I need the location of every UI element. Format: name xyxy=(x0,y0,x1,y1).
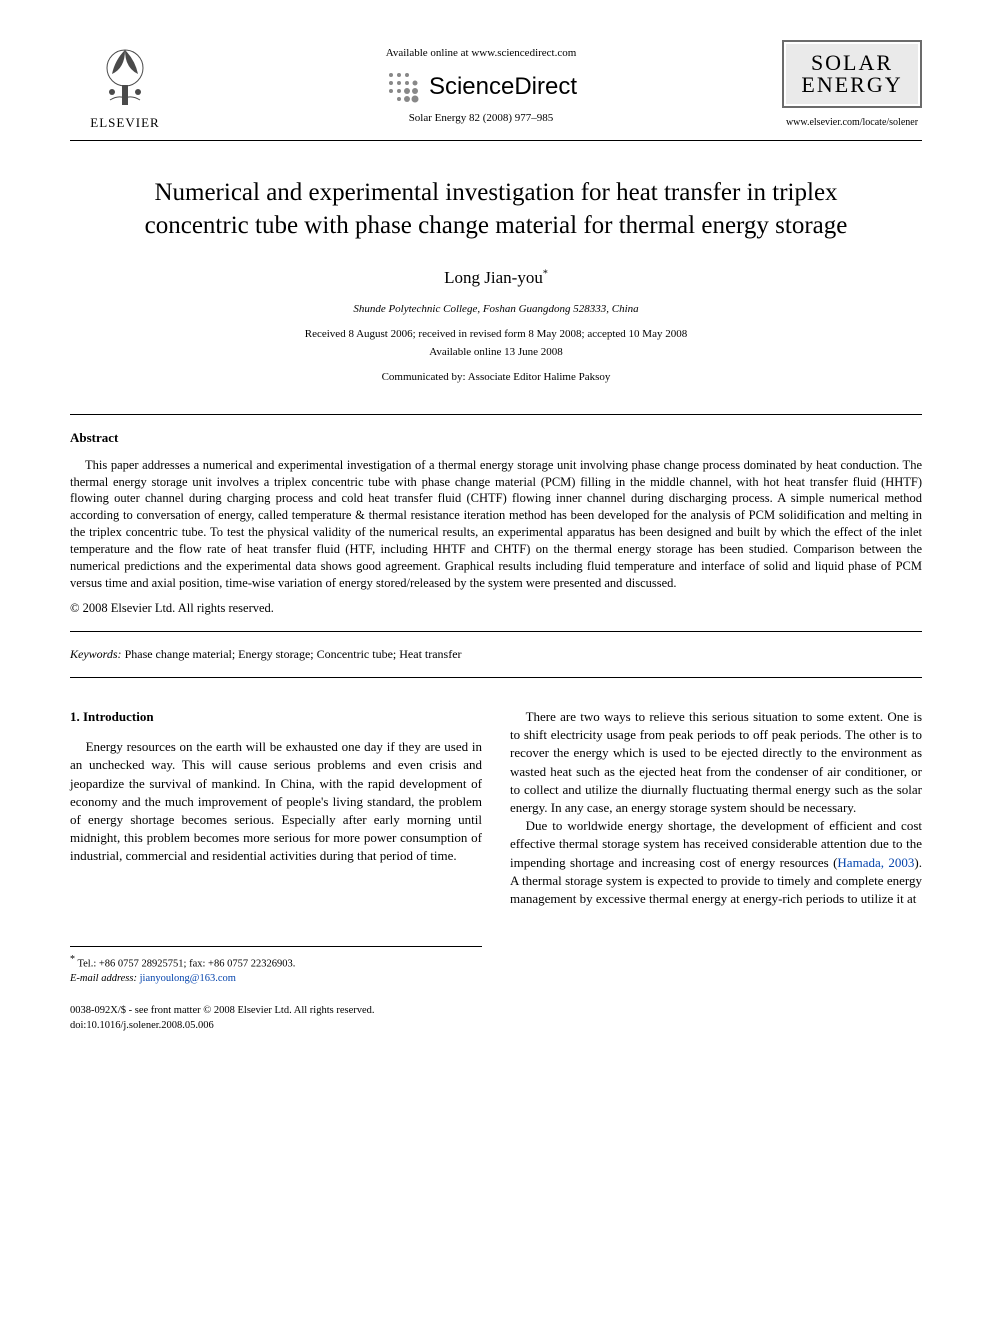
footnote-email-line: E-mail address: jianyoulong@163.com xyxy=(70,972,482,987)
author-line: Long Jian-you* xyxy=(70,266,922,290)
publisher-logo-block: ELSEVIER xyxy=(70,40,180,132)
keywords-text: Phase change material; Energy storage; C… xyxy=(122,647,462,661)
right-column: There are two ways to relieve this serio… xyxy=(510,708,922,1034)
abstract-copyright: © 2008 Elsevier Ltd. All rights reserved… xyxy=(70,600,922,618)
sciencedirect-brand: ScienceDirect xyxy=(180,69,782,103)
abstract-heading: Abstract xyxy=(70,429,922,447)
keywords-line: Keywords: Phase change material; Energy … xyxy=(70,646,922,678)
affiliation: Shunde Polytechnic College, Foshan Guang… xyxy=(70,302,922,317)
intro-paragraph-2: There are two ways to relieve this serio… xyxy=(510,708,922,817)
elsevier-label: ELSEVIER xyxy=(90,114,159,132)
front-matter-line: 0038-092X/$ - see front matter © 2008 El… xyxy=(70,1004,482,1019)
journal-logo-line1: SOLAR xyxy=(792,52,912,74)
corresponding-marker: * xyxy=(543,269,548,280)
journal-logo-line2: ENERGY xyxy=(792,74,912,96)
footnote-telfax: * Tel.: +86 0757 28925751; fax: +86 0757… xyxy=(70,953,482,972)
available-online-text: Available online at www.sciencedirect.co… xyxy=(180,46,782,61)
body-columns: 1. Introduction Energy resources on the … xyxy=(70,708,922,1034)
left-column: 1. Introduction Energy resources on the … xyxy=(70,708,482,1034)
footnote-email-link[interactable]: jianyoulong@163.com xyxy=(140,973,236,984)
available-online-date: Available online 13 June 2008 xyxy=(70,345,922,360)
communicated-by: Communicated by: Associate Editor Halime… xyxy=(70,370,922,385)
doi-line: doi:10.1016/j.solener.2008.05.006 xyxy=(70,1019,482,1034)
citation-hamada-2003[interactable]: Hamada, 2003 xyxy=(837,855,914,870)
elsevier-tree-icon xyxy=(90,40,160,110)
article-title: Numerical and experimental investigation… xyxy=(110,177,882,242)
footnote-email-label: E-mail address: xyxy=(70,973,137,984)
sciencedirect-dots-icon xyxy=(385,69,419,103)
journal-logo: SOLAR ENERGY xyxy=(782,40,922,108)
author-name: Long Jian-you xyxy=(444,268,543,287)
page-header: ELSEVIER Available online at www.science… xyxy=(70,40,922,141)
received-dates: Received 8 August 2006; received in revi… xyxy=(70,327,922,342)
journal-url: www.elsevier.com/locate/solener xyxy=(782,116,922,130)
abstract-section: Abstract This paper addresses a numerica… xyxy=(70,414,922,633)
intro-paragraph-1: Energy resources on the earth will be ex… xyxy=(70,738,482,865)
journal-logo-block: SOLAR ENERGY www.elsevier.com/locate/sol… xyxy=(782,40,922,130)
sciencedirect-label: ScienceDirect xyxy=(429,70,577,104)
journal-reference: Solar Energy 82 (2008) 977–985 xyxy=(180,111,782,126)
keywords-label: Keywords: xyxy=(70,647,122,661)
doi-footer: 0038-092X/$ - see front matter © 2008 El… xyxy=(70,1004,482,1033)
footnote-telfax-text: Tel.: +86 0757 28925751; fax: +86 0757 2… xyxy=(77,958,295,969)
corresponding-footnote: * Tel.: +86 0757 28925751; fax: +86 0757… xyxy=(70,946,482,987)
section-1-heading: 1. Introduction xyxy=(70,708,482,726)
abstract-body: This paper addresses a numerical and exp… xyxy=(70,457,922,592)
intro-paragraph-3: Due to worldwide energy shortage, the de… xyxy=(510,817,922,908)
header-center: Available online at www.sciencedirect.co… xyxy=(180,40,782,127)
